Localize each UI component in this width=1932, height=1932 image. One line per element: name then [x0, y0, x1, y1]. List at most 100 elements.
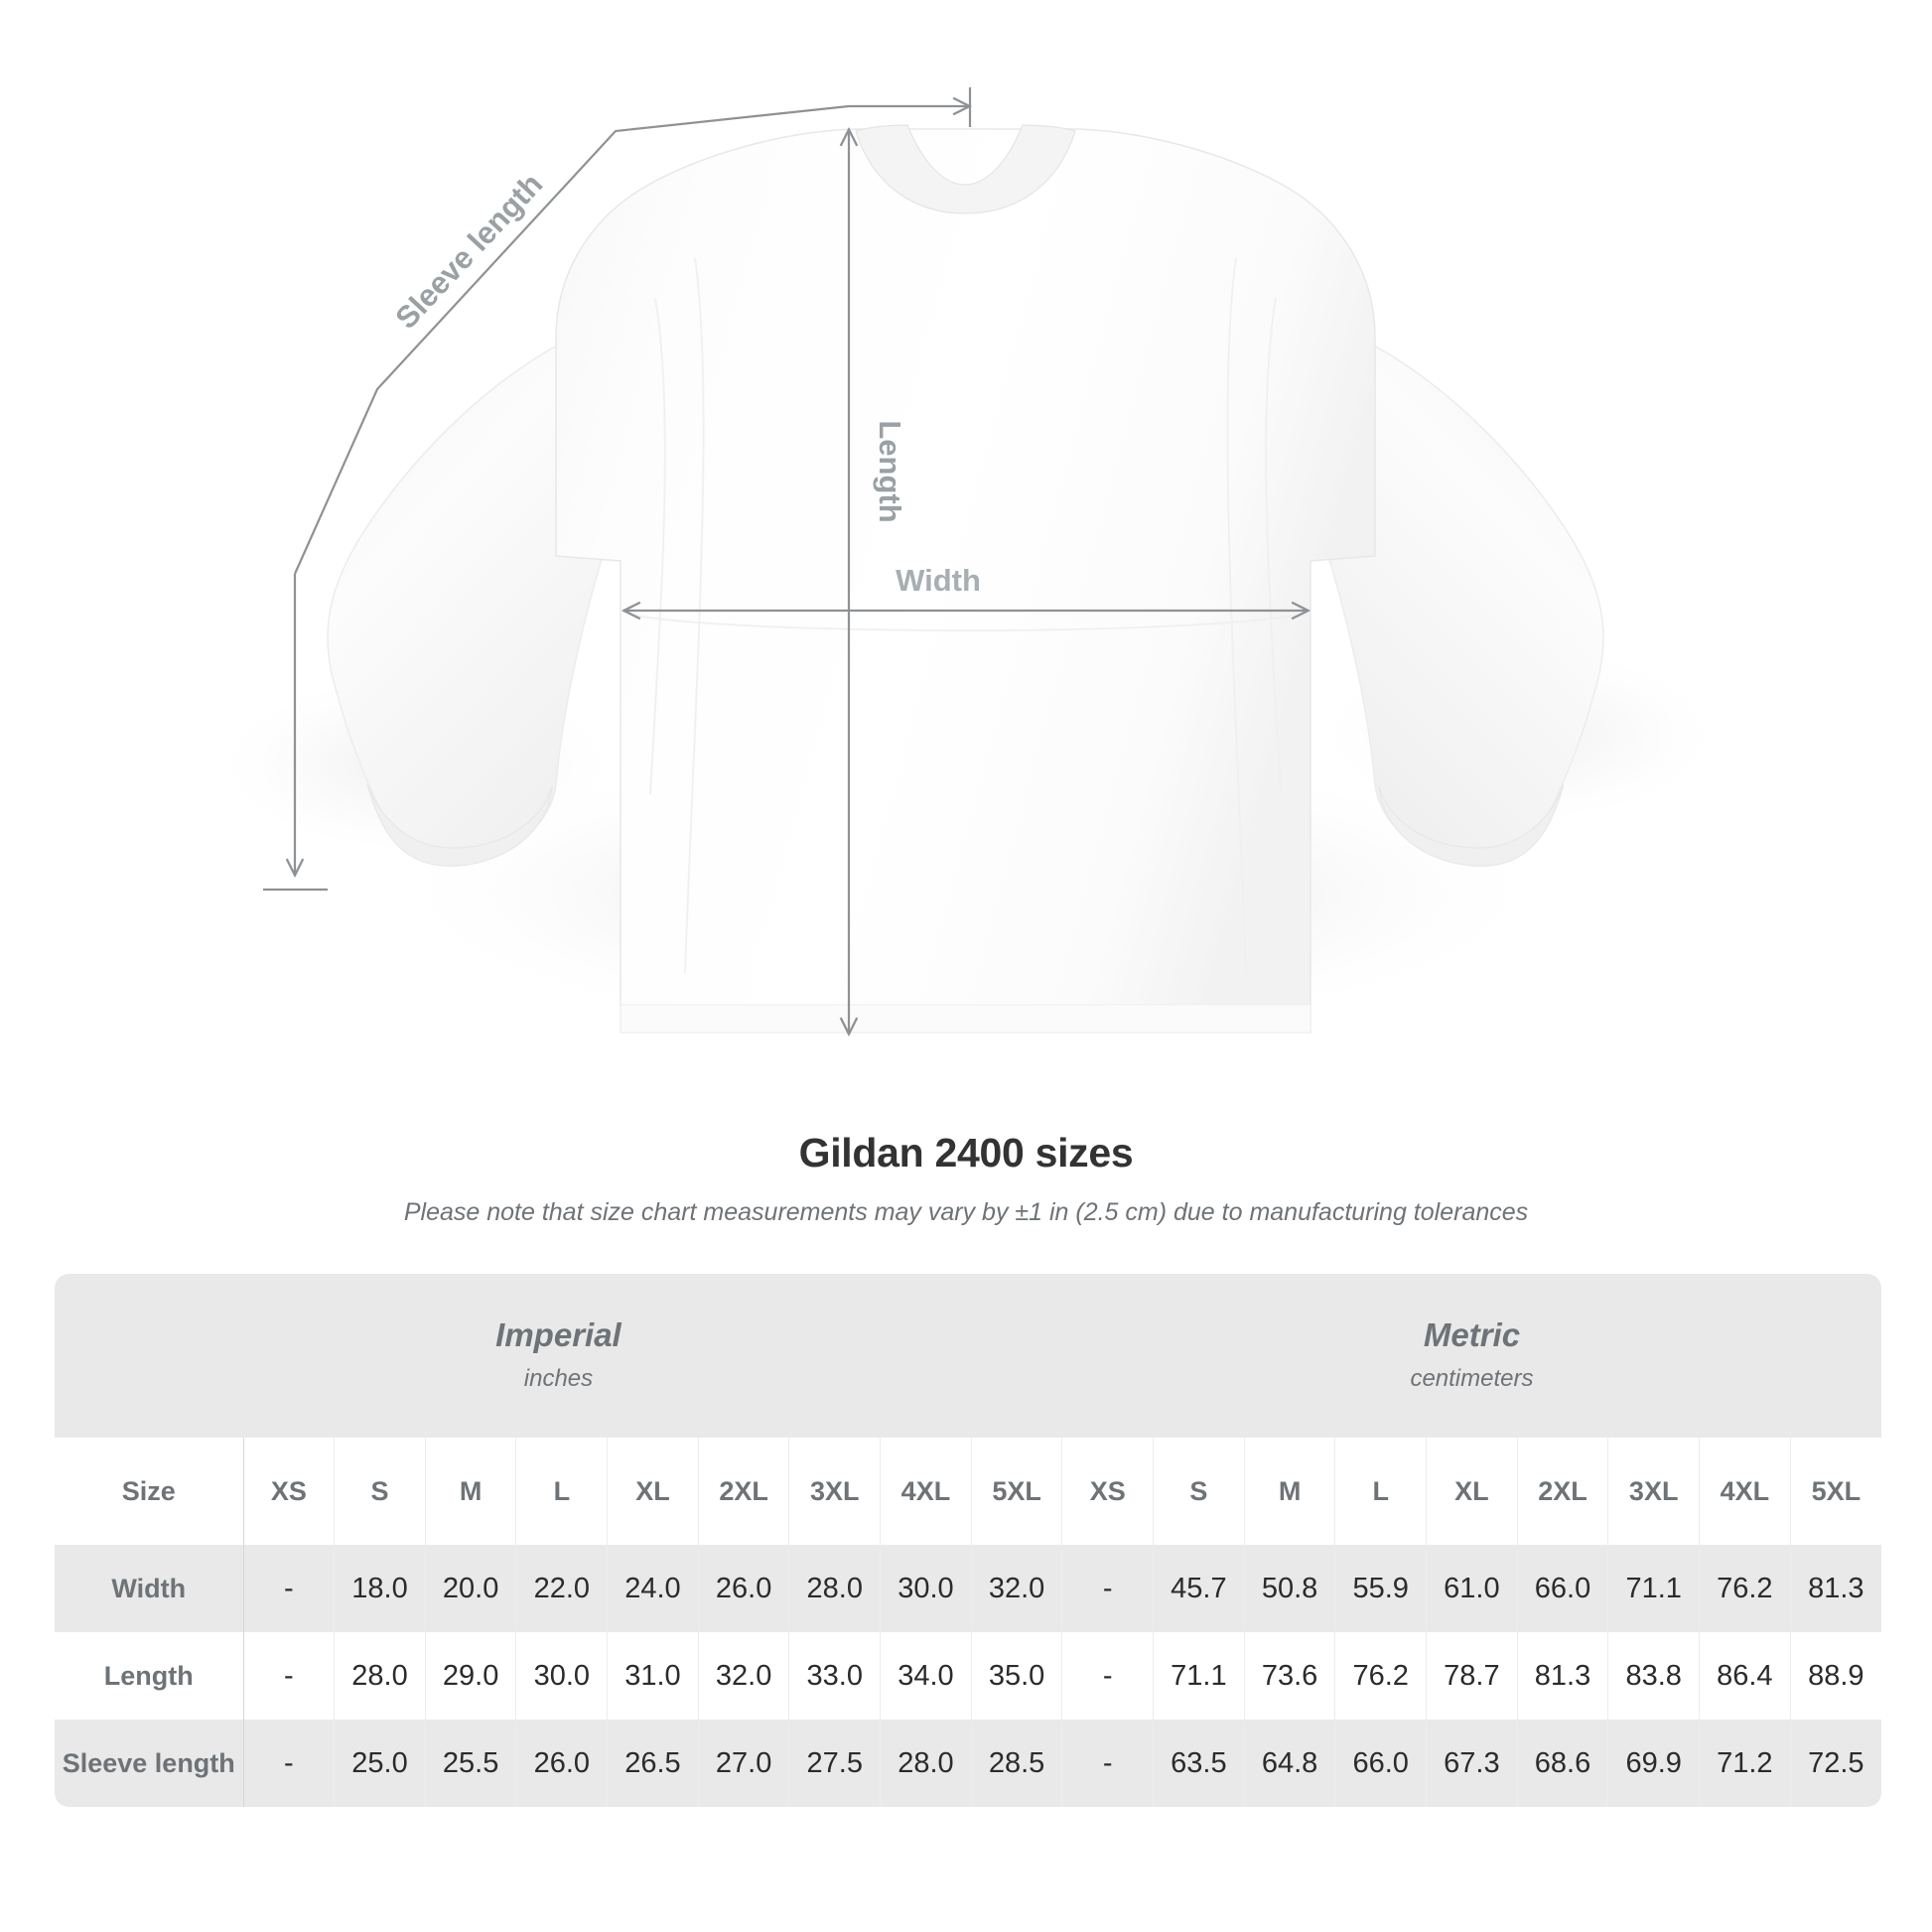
size-header-imperial-3xl: 3XL	[788, 1438, 882, 1545]
cell-metric-3xl: 69.9	[1607, 1720, 1701, 1807]
unit-group-subtitle: inches	[523, 1365, 594, 1393]
cell-metric-3xl: 71.1	[1607, 1545, 1701, 1632]
title-block: Gildan 2400 sizes Please note that size …	[0, 1130, 1932, 1227]
cell-imperial-3xl: 27.5	[788, 1720, 882, 1807]
cell-imperial-3xl: 28.0	[788, 1545, 882, 1632]
cell-metric-2xl: 81.3	[1517, 1632, 1609, 1720]
cell-metric-2xl: 68.6	[1517, 1720, 1609, 1807]
width-label: Width	[896, 563, 981, 598]
cell-imperial-m: 29.0	[425, 1632, 517, 1720]
cell-metric-4xl: 86.4	[1699, 1632, 1791, 1720]
hem	[620, 1004, 1311, 1034]
cell-imperial-4xl: 28.0	[880, 1720, 972, 1807]
size-header-imperial-xs: XS	[243, 1438, 336, 1545]
size-header-metric-5xl: 5XL	[1790, 1438, 1881, 1545]
cell-imperial-2xl: 27.0	[698, 1720, 790, 1807]
cell-imperial-xl: 31.0	[607, 1632, 699, 1720]
table-row: Length -28.0 29.0 30.0 31.0 32.0 33.0 34.0 35.0-…	[55, 1632, 1881, 1720]
size-header-imperial-m: M	[425, 1438, 517, 1545]
cell-metric-s: 63.5	[1153, 1720, 1245, 1807]
cell-imperial-4xl: 34.0	[880, 1632, 972, 1720]
cell-metric-xs: -	[1061, 1632, 1155, 1720]
cell-metric-3xl: 83.8	[1607, 1632, 1701, 1720]
cell-metric-l: 66.0	[1334, 1720, 1428, 1807]
size-header-imperial-l: L	[515, 1438, 609, 1545]
sleeve-length-diagonal	[293, 104, 850, 575]
size-column-header: Size	[55, 1438, 244, 1545]
cell-imperial-xs: -	[243, 1545, 336, 1632]
cell-metric-s: 45.7	[1153, 1545, 1245, 1632]
cell-metric-5xl: 88.9	[1790, 1632, 1881, 1720]
row-label-length: Length	[55, 1632, 244, 1720]
cell-imperial-5xl: 28.5	[971, 1720, 1063, 1807]
cell-imperial-l: 30.0	[515, 1632, 609, 1720]
page-title: Gildan 2400 sizes	[798, 1130, 1134, 1175]
size-header-metric-s: S	[1153, 1438, 1245, 1545]
cell-metric-xs: -	[1061, 1720, 1155, 1807]
cell-imperial-xl: 24.0	[607, 1545, 699, 1632]
garment-illustration: Sleeve length Length Width	[208, 87, 1727, 1042]
size-header-metric-4xl: 4XL	[1699, 1438, 1791, 1545]
size-header-imperial-4xl: 4XL	[880, 1438, 972, 1545]
size-header-metric-xs: XS	[1061, 1438, 1155, 1545]
cell-metric-xl: 67.3	[1426, 1720, 1518, 1807]
size-header-metric-3xl: 3XL	[1607, 1438, 1701, 1545]
cell-metric-m: 73.6	[1244, 1632, 1336, 1720]
cell-metric-l: 76.2	[1334, 1632, 1428, 1720]
cell-imperial-m: 20.0	[425, 1545, 517, 1632]
unit-group-name: Imperial	[495, 1315, 621, 1353]
size-header-metric-2xl: 2XL	[1517, 1438, 1609, 1545]
cell-imperial-xl: 26.5	[607, 1720, 699, 1807]
fabric-folds	[634, 257, 1297, 974]
size-header-metric-xl: XL	[1426, 1438, 1518, 1545]
sleeve-length-label: Sleeve length	[388, 167, 549, 336]
garment-svg: Sleeve length Length Width	[208, 87, 1727, 1042]
cell-metric-2xl: 66.0	[1517, 1545, 1609, 1632]
cell-imperial-xs: -	[243, 1632, 336, 1720]
cell-metric-4xl: 76.2	[1699, 1545, 1791, 1632]
cell-imperial-s: 18.0	[334, 1545, 426, 1632]
collar	[855, 124, 1076, 214]
cell-metric-l: 55.9	[1334, 1545, 1428, 1632]
row-label-sleeve-length: Sleeve length	[55, 1720, 244, 1807]
left-cuff	[366, 783, 553, 867]
cell-imperial-4xl: 30.0	[880, 1545, 972, 1632]
cell-imperial-xs: -	[243, 1720, 336, 1807]
cell-imperial-s: 28.0	[334, 1632, 426, 1720]
unit-group-name: Metric	[1423, 1315, 1521, 1353]
cell-metric-s: 71.1	[1153, 1632, 1245, 1720]
table-row: Sleeve length -25.0 25.5 26.0 26.5 27.0 27.5 28…	[55, 1720, 1881, 1807]
cell-imperial-5xl: 35.0	[971, 1632, 1063, 1720]
size-header-imperial-2xl: 2XL	[698, 1438, 790, 1545]
cell-metric-m: 50.8	[1244, 1545, 1336, 1632]
cell-metric-xl: 61.0	[1426, 1545, 1518, 1632]
unit-group-metric: Metric centimeters	[1061, 1274, 1881, 1438]
size-header-imperial-5xl: 5XL	[971, 1438, 1063, 1545]
cell-metric-5xl: 81.3	[1790, 1545, 1881, 1632]
cell-metric-4xl: 71.2	[1699, 1720, 1791, 1807]
cell-imperial-l: 26.0	[515, 1720, 609, 1807]
size-table: Imperial inches Metric centimeters Size XS S M L…	[55, 1274, 1881, 1807]
cell-imperial-m: 25.5	[425, 1720, 517, 1807]
size-table-container: Imperial inches Metric centimeters Size XS S M L…	[55, 1274, 1881, 1807]
cell-imperial-l: 22.0	[515, 1545, 609, 1632]
table-row: Width -18.0 20.0 22.0 24.0 26.0 28.0 30.0 32.0-4…	[55, 1545, 1881, 1632]
size-header-metric-l: L	[1334, 1438, 1428, 1545]
length-label: Length	[873, 420, 907, 522]
cell-imperial-3xl: 33.0	[788, 1632, 882, 1720]
size-header-imperial-xl: XL	[607, 1438, 699, 1545]
cell-imperial-s: 25.0	[334, 1720, 426, 1807]
right-cuff	[1378, 783, 1565, 867]
cell-metric-m: 64.8	[1244, 1720, 1336, 1807]
cell-imperial-5xl: 32.0	[971, 1545, 1063, 1632]
size-header-metric-m: M	[1244, 1438, 1336, 1545]
cell-metric-xs: -	[1061, 1545, 1155, 1632]
size-header-row: Size XS S M L XL 2XL 3XL 4XL 5XL XS S M L XL 2XL 3XL 4XL 5…	[55, 1438, 1881, 1545]
row-label-width: Width	[55, 1545, 244, 1632]
cell-imperial-2xl: 26.0	[698, 1545, 790, 1632]
size-header-imperial-s: S	[334, 1438, 426, 1545]
unit-group-row: Imperial inches Metric centimeters	[55, 1274, 1881, 1438]
page-subtitle: Please note that size chart measurements…	[403, 1198, 1529, 1226]
cell-imperial-2xl: 32.0	[698, 1632, 790, 1720]
